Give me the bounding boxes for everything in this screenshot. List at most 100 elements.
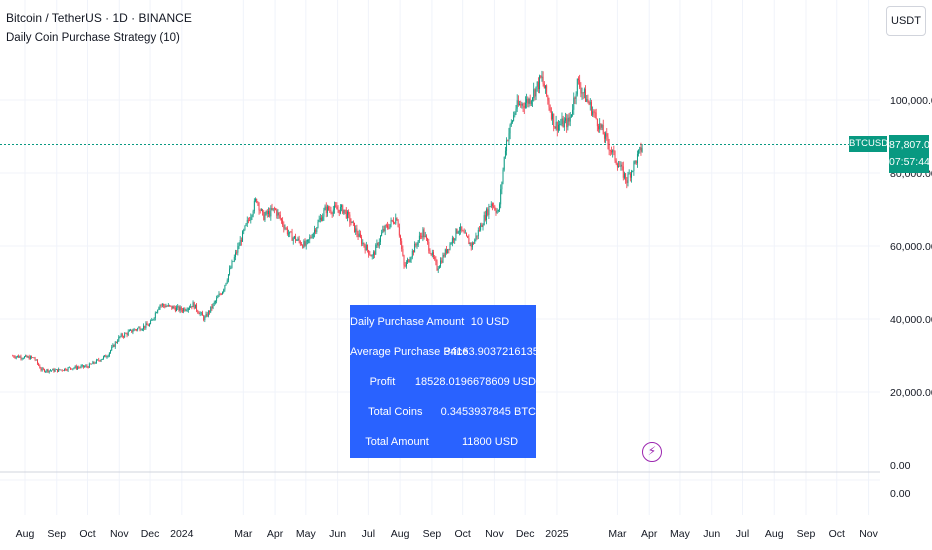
candle-body [173,306,175,309]
candle-body [185,310,187,311]
candle-body [348,211,350,215]
candle-body [430,253,432,256]
candle-body [222,291,223,295]
candle-body [621,164,623,167]
candle-body [420,235,421,237]
symbol-title[interactable]: Bitcoin / TetherUS · 1D · BINANCE [6,11,192,25]
candle-body [91,364,93,365]
candle-body [227,274,229,281]
candle-body [477,230,479,237]
candle-body [225,282,227,286]
candle-body [143,325,144,330]
candle-body [297,238,299,241]
candle-body [279,214,281,219]
candle-body [626,180,628,184]
candle-body [200,312,202,314]
candle-body [28,356,30,360]
candle-body [239,240,241,246]
candle-body [186,310,188,311]
candle-body [500,189,502,205]
candle-body [566,118,568,128]
candle-body [210,306,212,313]
candle-body [124,333,126,337]
stats-row: Total Coins 0.3453937845 BTC [350,397,536,427]
stats-value: 34163.9037216135 USD [444,346,566,358]
candle-body [442,254,444,263]
indicator-title[interactable]: Daily Coin Purchase Strategy (10) [6,32,180,44]
time-tick-label: 2025 [545,528,569,540]
candle-body [396,217,398,221]
candle-body [598,126,599,130]
candle-body [380,235,381,242]
candle-body [583,89,585,94]
candle-body [67,367,69,371]
currency-button[interactable]: USDT [886,6,926,36]
candle-body [86,365,88,367]
candle-body [602,125,604,135]
candle-body [355,228,357,233]
candle-body [556,121,558,131]
candle-body [411,250,413,258]
candle-body [629,173,631,178]
candle-body [513,115,515,121]
candles [12,70,643,374]
candle-body [53,369,55,372]
candle-body [416,245,418,246]
candle-body [278,212,280,215]
candle-body [32,357,34,358]
candle-body [194,304,196,309]
candle-body [46,369,48,372]
candle-body [247,220,249,221]
candle-body [310,237,312,238]
candle-body [25,355,27,357]
lightning-icon[interactable]: ⚡︎ [642,442,662,462]
candle-body [352,221,354,223]
candle-body [97,359,99,361]
candle-body [13,355,15,358]
candle-body [487,209,489,215]
candle-body [526,98,528,103]
candle-body [289,231,291,234]
candle-body [163,304,165,306]
candle-body [159,305,161,308]
candle-body [542,76,544,84]
candle-body [429,250,431,254]
time-tick-label: Oct [829,528,845,540]
candle-body [79,367,81,368]
candle-body [371,255,373,257]
candle-body [436,261,438,271]
candle-body [318,219,320,222]
candle-body [398,227,400,236]
candle-body [304,241,306,246]
candle-body [503,156,505,170]
candle-body [400,235,401,242]
candle-body [295,236,297,241]
candle-body [214,301,216,303]
candle-body [479,230,480,231]
candle-body [553,113,555,127]
candle-body [464,233,466,234]
candle-body [264,214,266,221]
candle-body [466,233,467,236]
candle-body [590,102,592,115]
strategy-stats-table: Daily Purchase Amount 10 USD Average Purc… [350,305,565,458]
candle-body [361,237,363,245]
candle-body [456,228,458,234]
candle-body [293,236,295,238]
candle-body [180,307,182,311]
candle-body [72,368,74,370]
candle-body [191,306,193,308]
candle-body [19,356,21,358]
candle-body [561,118,563,124]
time-tick-label: Aug [391,528,410,540]
candle-body [363,242,365,246]
stats-label: Profit [369,376,396,388]
candle-body [263,211,265,221]
candle-body [240,240,242,242]
candle-body [449,243,451,250]
candle-body [16,355,18,357]
candle-body [206,313,208,317]
candle-body [324,206,326,211]
candle-body [237,246,239,253]
